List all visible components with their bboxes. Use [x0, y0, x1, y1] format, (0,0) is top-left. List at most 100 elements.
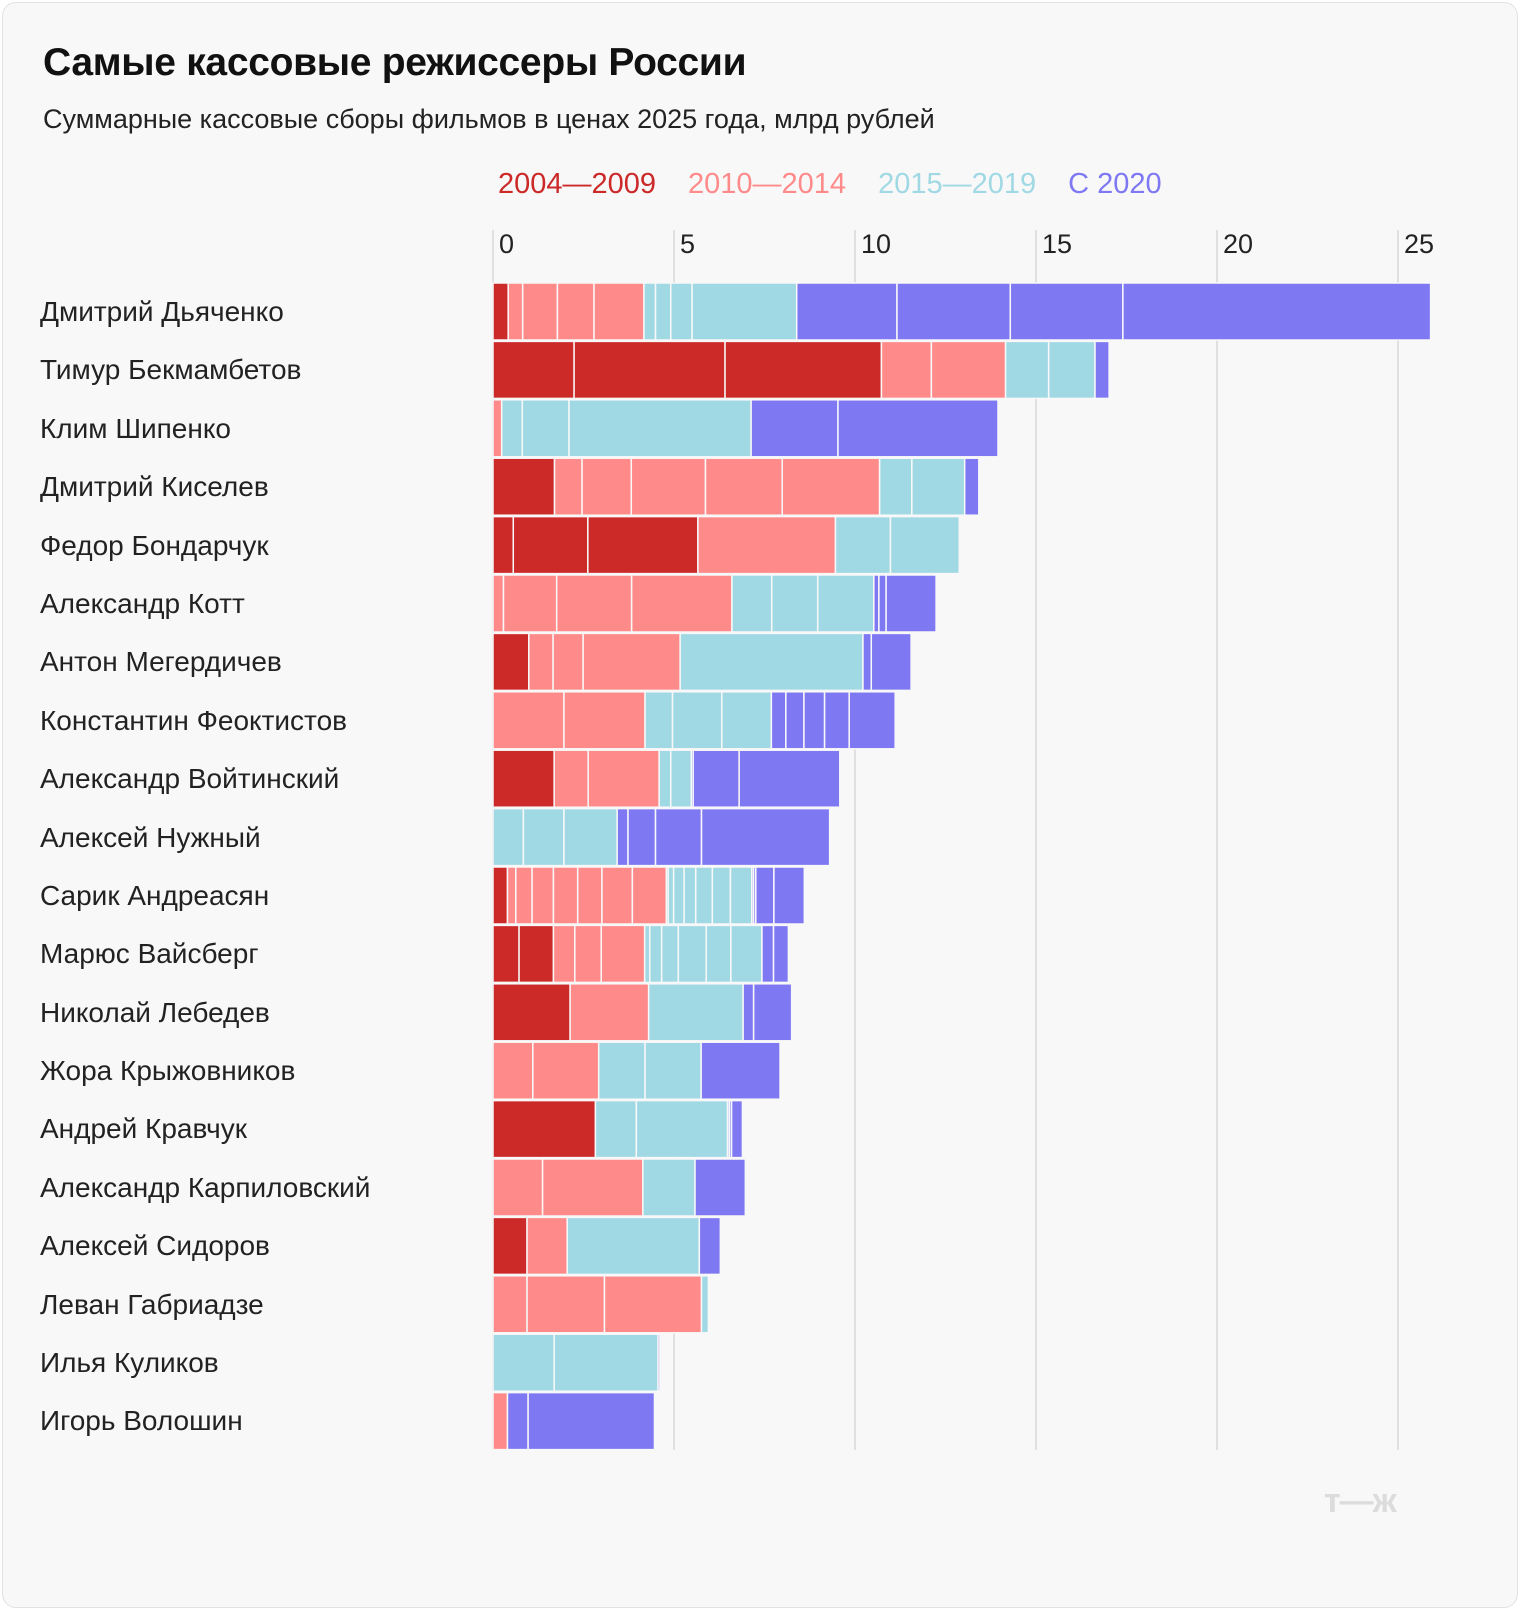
bar-segment — [574, 924, 602, 984]
bar-segment — [531, 866, 555, 925]
bar-segment — [492, 399, 503, 458]
x-tick-label: 5 — [680, 229, 695, 259]
bar-segment — [527, 1391, 656, 1451]
bar-segment — [742, 983, 755, 1042]
bar-segment — [492, 515, 515, 575]
bar-segment — [672, 866, 685, 925]
bar-segment — [492, 1041, 534, 1100]
director-name: Алексей Нужный — [40, 821, 261, 853]
x-tick-label: 20 — [1223, 229, 1253, 259]
bar-segment — [616, 807, 629, 867]
bar-segment — [870, 632, 912, 692]
bar-segment — [679, 632, 864, 692]
bar-segment — [492, 1158, 544, 1217]
x-tick-label: 25 — [1404, 229, 1434, 259]
director-name: Игорь Волошин — [40, 1405, 243, 1437]
bar-segment — [552, 632, 584, 692]
director-labels: Дмитрий Дьяченко Тимур Бекмамбетов Клим Ши… — [40, 283, 370, 1451]
bar-segment — [635, 1099, 729, 1159]
bar-segment — [573, 340, 726, 400]
bar-segment — [644, 1041, 702, 1100]
bar-segment — [700, 1275, 710, 1334]
bar-segment — [492, 924, 520, 984]
bar-segment — [500, 399, 524, 458]
bar-segment — [522, 807, 565, 867]
bar-segment — [803, 691, 826, 750]
director-name: Александр Карпиловский — [40, 1171, 371, 1203]
director-name: Александр Котт — [40, 587, 245, 619]
bar-segment — [492, 282, 509, 341]
bar-segment — [880, 340, 933, 400]
bar-segment — [669, 749, 693, 808]
chart-title: Самые кассовые режиссеры России — [43, 41, 747, 84]
bar-segment — [721, 691, 773, 750]
director-name: Клим Шипенко — [40, 412, 231, 444]
bar-segment — [515, 866, 533, 925]
bar-segment — [700, 1041, 781, 1100]
bar-segment — [593, 282, 645, 341]
bar-segment — [816, 574, 875, 633]
bar-segment — [643, 924, 651, 984]
director-name: Алексей Сидоров — [40, 1230, 270, 1262]
director-name: Марюс Вайсберг — [40, 938, 259, 970]
bar-segment — [683, 866, 697, 925]
bar-segment — [694, 1158, 747, 1217]
bar-segment — [730, 924, 763, 984]
bar-segment — [752, 983, 793, 1042]
bar-segment — [963, 457, 980, 516]
bar-segment — [518, 924, 555, 984]
x-tick-label: 15 — [1042, 229, 1072, 259]
bar-segment — [704, 457, 783, 516]
bar-segment — [569, 983, 650, 1042]
bar-segment — [750, 399, 839, 458]
bar-segment — [555, 574, 633, 633]
bar-segment — [587, 749, 660, 808]
bar-segment — [889, 515, 961, 575]
x-tick-label: 10 — [861, 229, 891, 259]
bar-segment — [556, 282, 595, 341]
bar-segment — [492, 807, 525, 867]
bar-segment — [896, 282, 1012, 341]
bar-segment — [1047, 340, 1096, 400]
bar-segment — [642, 1158, 696, 1217]
director-name: Николай Лебедев — [40, 996, 270, 1028]
legend-item: С 2020 — [1068, 168, 1162, 200]
bar-segment — [834, 515, 892, 575]
bar-segment — [781, 457, 881, 516]
bar-segment — [729, 866, 753, 925]
bar-segment — [669, 282, 693, 341]
bar-segment — [770, 574, 819, 633]
bar-segment — [492, 983, 571, 1042]
bar-segment — [773, 866, 806, 925]
bar-segment — [700, 807, 831, 867]
bar-segment — [521, 399, 570, 458]
director-name: Александр Войтинский — [40, 763, 340, 795]
bar-segment — [731, 574, 773, 633]
bar-segment — [532, 1041, 600, 1100]
bar-segment — [878, 457, 913, 516]
bar-segment — [594, 1099, 638, 1159]
bar-segment — [506, 866, 517, 925]
bar-segment — [711, 866, 732, 925]
bar-segment — [627, 807, 657, 867]
bar-segment — [566, 1216, 701, 1276]
director-name: Антон Мегердичев — [40, 646, 282, 678]
bar-segment — [492, 574, 505, 633]
bar-segment — [930, 340, 1007, 400]
bar-segment — [552, 866, 579, 925]
bar-segment — [785, 691, 805, 750]
bar-segment — [502, 574, 558, 633]
bar-segment — [541, 1158, 644, 1217]
bar-segment — [600, 924, 646, 984]
bar-segment — [553, 457, 583, 516]
bar-segment — [601, 866, 634, 925]
bar-segment — [492, 691, 565, 750]
bar-segment — [630, 457, 707, 516]
bar-segment — [660, 924, 680, 984]
bar-segment — [492, 1099, 597, 1159]
bar-segment — [631, 866, 668, 925]
bar-segment — [597, 1041, 646, 1100]
bar-segment — [512, 515, 589, 575]
bar-segment — [526, 1216, 568, 1276]
